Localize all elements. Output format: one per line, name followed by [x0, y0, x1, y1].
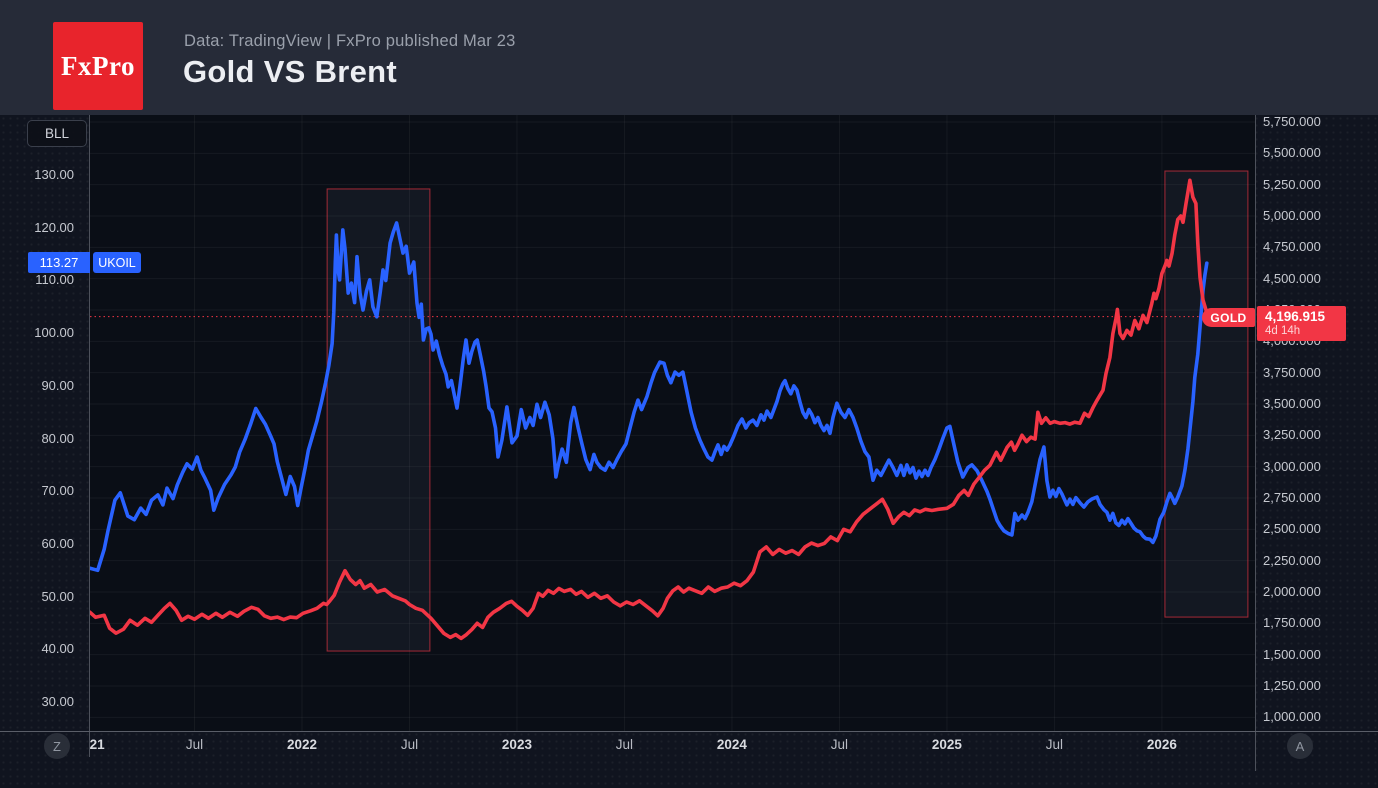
time-axis-tick: Jul	[830, 737, 849, 752]
left-axis-tick: 90.00	[41, 377, 74, 393]
left-axis-tick: 110.00	[35, 272, 74, 288]
left-axis-tick: 130.00	[34, 167, 74, 183]
fxpro-logo-text: FxPro	[61, 50, 135, 81]
time-axis-tick: Jul	[1045, 737, 1064, 752]
right-axis-tick: 2,000.000	[1263, 584, 1321, 599]
gold-last-price: 4,196.915	[1265, 309, 1326, 325]
right-axis-tick: 3,000.000	[1263, 458, 1321, 474]
right-axis-tick: 1,000.000	[1263, 709, 1321, 725]
left-axis-tick: 120.00	[34, 219, 74, 235]
time-axis-tick: 2025	[931, 737, 962, 752]
page-title: Gold VS Brent	[183, 54, 398, 89]
time-axis-tick: 2022	[286, 737, 317, 752]
right-axis-tick: 2,500.000	[1263, 521, 1321, 537]
right-axis-tick: 5,250.000	[1263, 176, 1321, 192]
symbol-button[interactable]: BLL	[27, 120, 87, 147]
right-axis-tick: 3,250.000	[1263, 427, 1321, 443]
time-axis-tick: 2026	[1146, 737, 1177, 752]
right-axis-tick: 2,250.000	[1263, 552, 1321, 568]
right-axis-tick: 1,250.000	[1263, 678, 1321, 693]
time-axis-tick: 21	[89, 737, 105, 752]
time-axis-tick: Jul	[400, 737, 419, 752]
corner-badge-z: Z	[44, 733, 70, 759]
right-axis-tick: 2,750.000	[1263, 490, 1321, 505]
left-axis-tick: 70.00	[41, 483, 74, 499]
right-axis-tick: 5,750.000	[1263, 115, 1321, 130]
gold-price-badge: 4,196.915 4d 14h	[1257, 306, 1346, 342]
left-axis-tick: 60.00	[41, 535, 74, 551]
ukoil-price-badge: 113.27	[28, 252, 90, 274]
right-axis-tick: 5,000.000	[1263, 208, 1321, 224]
chart-area: 130.00 120.00 110.00 100.00 90.00 80.00 70.00 6…	[0, 115, 1378, 788]
right-price-axis-line	[1255, 115, 1256, 771]
fxpro-logo: FxPro	[53, 22, 143, 110]
right-axis-tick: 3,750.000	[1263, 364, 1321, 380]
corner-badge-a: A	[1287, 733, 1313, 759]
ukoil-series-label: UKOIL	[93, 252, 141, 274]
left-axis-tick: 40.00	[41, 641, 74, 657]
time-axis-tick: 2023	[501, 737, 532, 752]
gold-series-label: GOLD	[1202, 308, 1255, 328]
left-price-axis-line	[89, 115, 90, 757]
time-axis-tick: Jul	[615, 737, 634, 752]
highlight-box	[1164, 170, 1249, 618]
right-axis-tick: 5,500.000	[1263, 145, 1321, 161]
left-axis-tick: 80.00	[41, 430, 74, 446]
left-axis-tick: 30.00	[41, 694, 74, 710]
left-axis-tick: 100.00	[34, 325, 74, 341]
left-axis-tick: 50.00	[41, 588, 74, 604]
header-subtitle: Data: TradingView | FxPro published Mar …	[184, 32, 516, 50]
time-axis-line	[0, 731, 1378, 732]
gold-bar-countdown: 4d 14h	[1265, 325, 1301, 338]
time-axis-tick: Jul	[185, 737, 204, 752]
chart-canvas[interactable]	[90, 115, 1255, 731]
right-axis-tick: 3,500.000	[1263, 396, 1321, 411]
right-axis-tick: 1,750.000	[1263, 615, 1321, 631]
header: FxPro Data: TradingView | FxPro publishe…	[0, 0, 1378, 115]
right-axis-tick: 4,750.000	[1263, 239, 1321, 255]
gold-line[interactable]	[90, 178, 1211, 641]
time-axis-tick: 2024	[716, 737, 747, 752]
right-axis-tick: 1,500.000	[1263, 646, 1321, 662]
ukoil-line[interactable]	[90, 221, 1209, 573]
right-axis-tick: 4,500.000	[1263, 270, 1321, 286]
